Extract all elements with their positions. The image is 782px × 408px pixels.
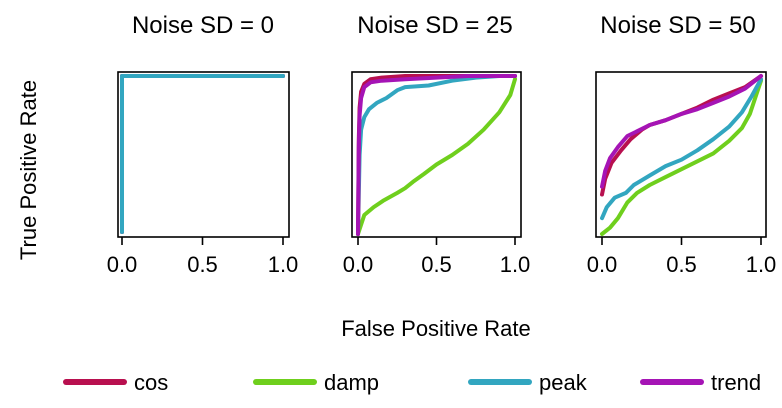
legend-item-peak: peak	[468, 370, 588, 395]
plot-frame	[351, 71, 522, 238]
x-tick-label: 0.5	[187, 252, 218, 277]
panel-title: Noise SD = 25	[357, 12, 512, 39]
x-tick-label: 0.0	[107, 252, 138, 277]
series-line-damp	[356, 77, 517, 236]
legend-label: peak	[539, 370, 588, 395]
legend-item-trend: trend	[640, 370, 761, 395]
series-line-trend	[356, 74, 517, 236]
legend-label: trend	[711, 370, 761, 395]
series-line-trend	[600, 74, 763, 189]
x-axis-label: False Positive Rate	[341, 316, 531, 341]
y-axis-label: True Positive Rate	[16, 80, 41, 260]
x-tick-label: 0.5	[421, 252, 452, 277]
roc-panel-3: Noise SD = 50 0.0 0.5 1.0	[587, 12, 777, 277]
x-tick-label: 0.0	[587, 252, 618, 277]
x-tick-label: 0.0	[343, 252, 374, 277]
series-line-peak	[120, 74, 285, 234]
legend-label: cos	[134, 370, 168, 395]
legend: cos damp peak trend	[63, 370, 761, 395]
series-line-damp	[600, 78, 763, 236]
series-line-peak	[600, 77, 763, 221]
x-tick-label: 1.0	[268, 252, 299, 277]
series-line-peak	[356, 74, 517, 236]
series-line-cos	[120, 74, 285, 234]
panel-title: Noise SD = 0	[132, 12, 274, 39]
roc-panel-1: Noise SD = 0 0.0 0.5 1.0	[107, 12, 299, 277]
plot-frame	[117, 71, 290, 238]
x-tick-label: 1.0	[746, 252, 777, 277]
panels-layer: Noise SD = 0 0.0 0.5 1.0 Noise SD = 25 0.0 0.5…	[107, 12, 777, 277]
legend-item-cos: cos	[63, 370, 168, 395]
series-line-damp	[120, 74, 285, 234]
panel-title: Noise SD = 50	[600, 12, 755, 39]
x-tick-label: 0.5	[666, 252, 697, 277]
x-tick-label: 1.0	[500, 252, 531, 277]
legend-item-damp: damp	[253, 370, 379, 395]
series-line-trend	[120, 74, 285, 234]
legend-label: damp	[324, 370, 379, 395]
roc-panel-2: Noise SD = 25 0.0 0.5 1.0	[343, 12, 531, 277]
